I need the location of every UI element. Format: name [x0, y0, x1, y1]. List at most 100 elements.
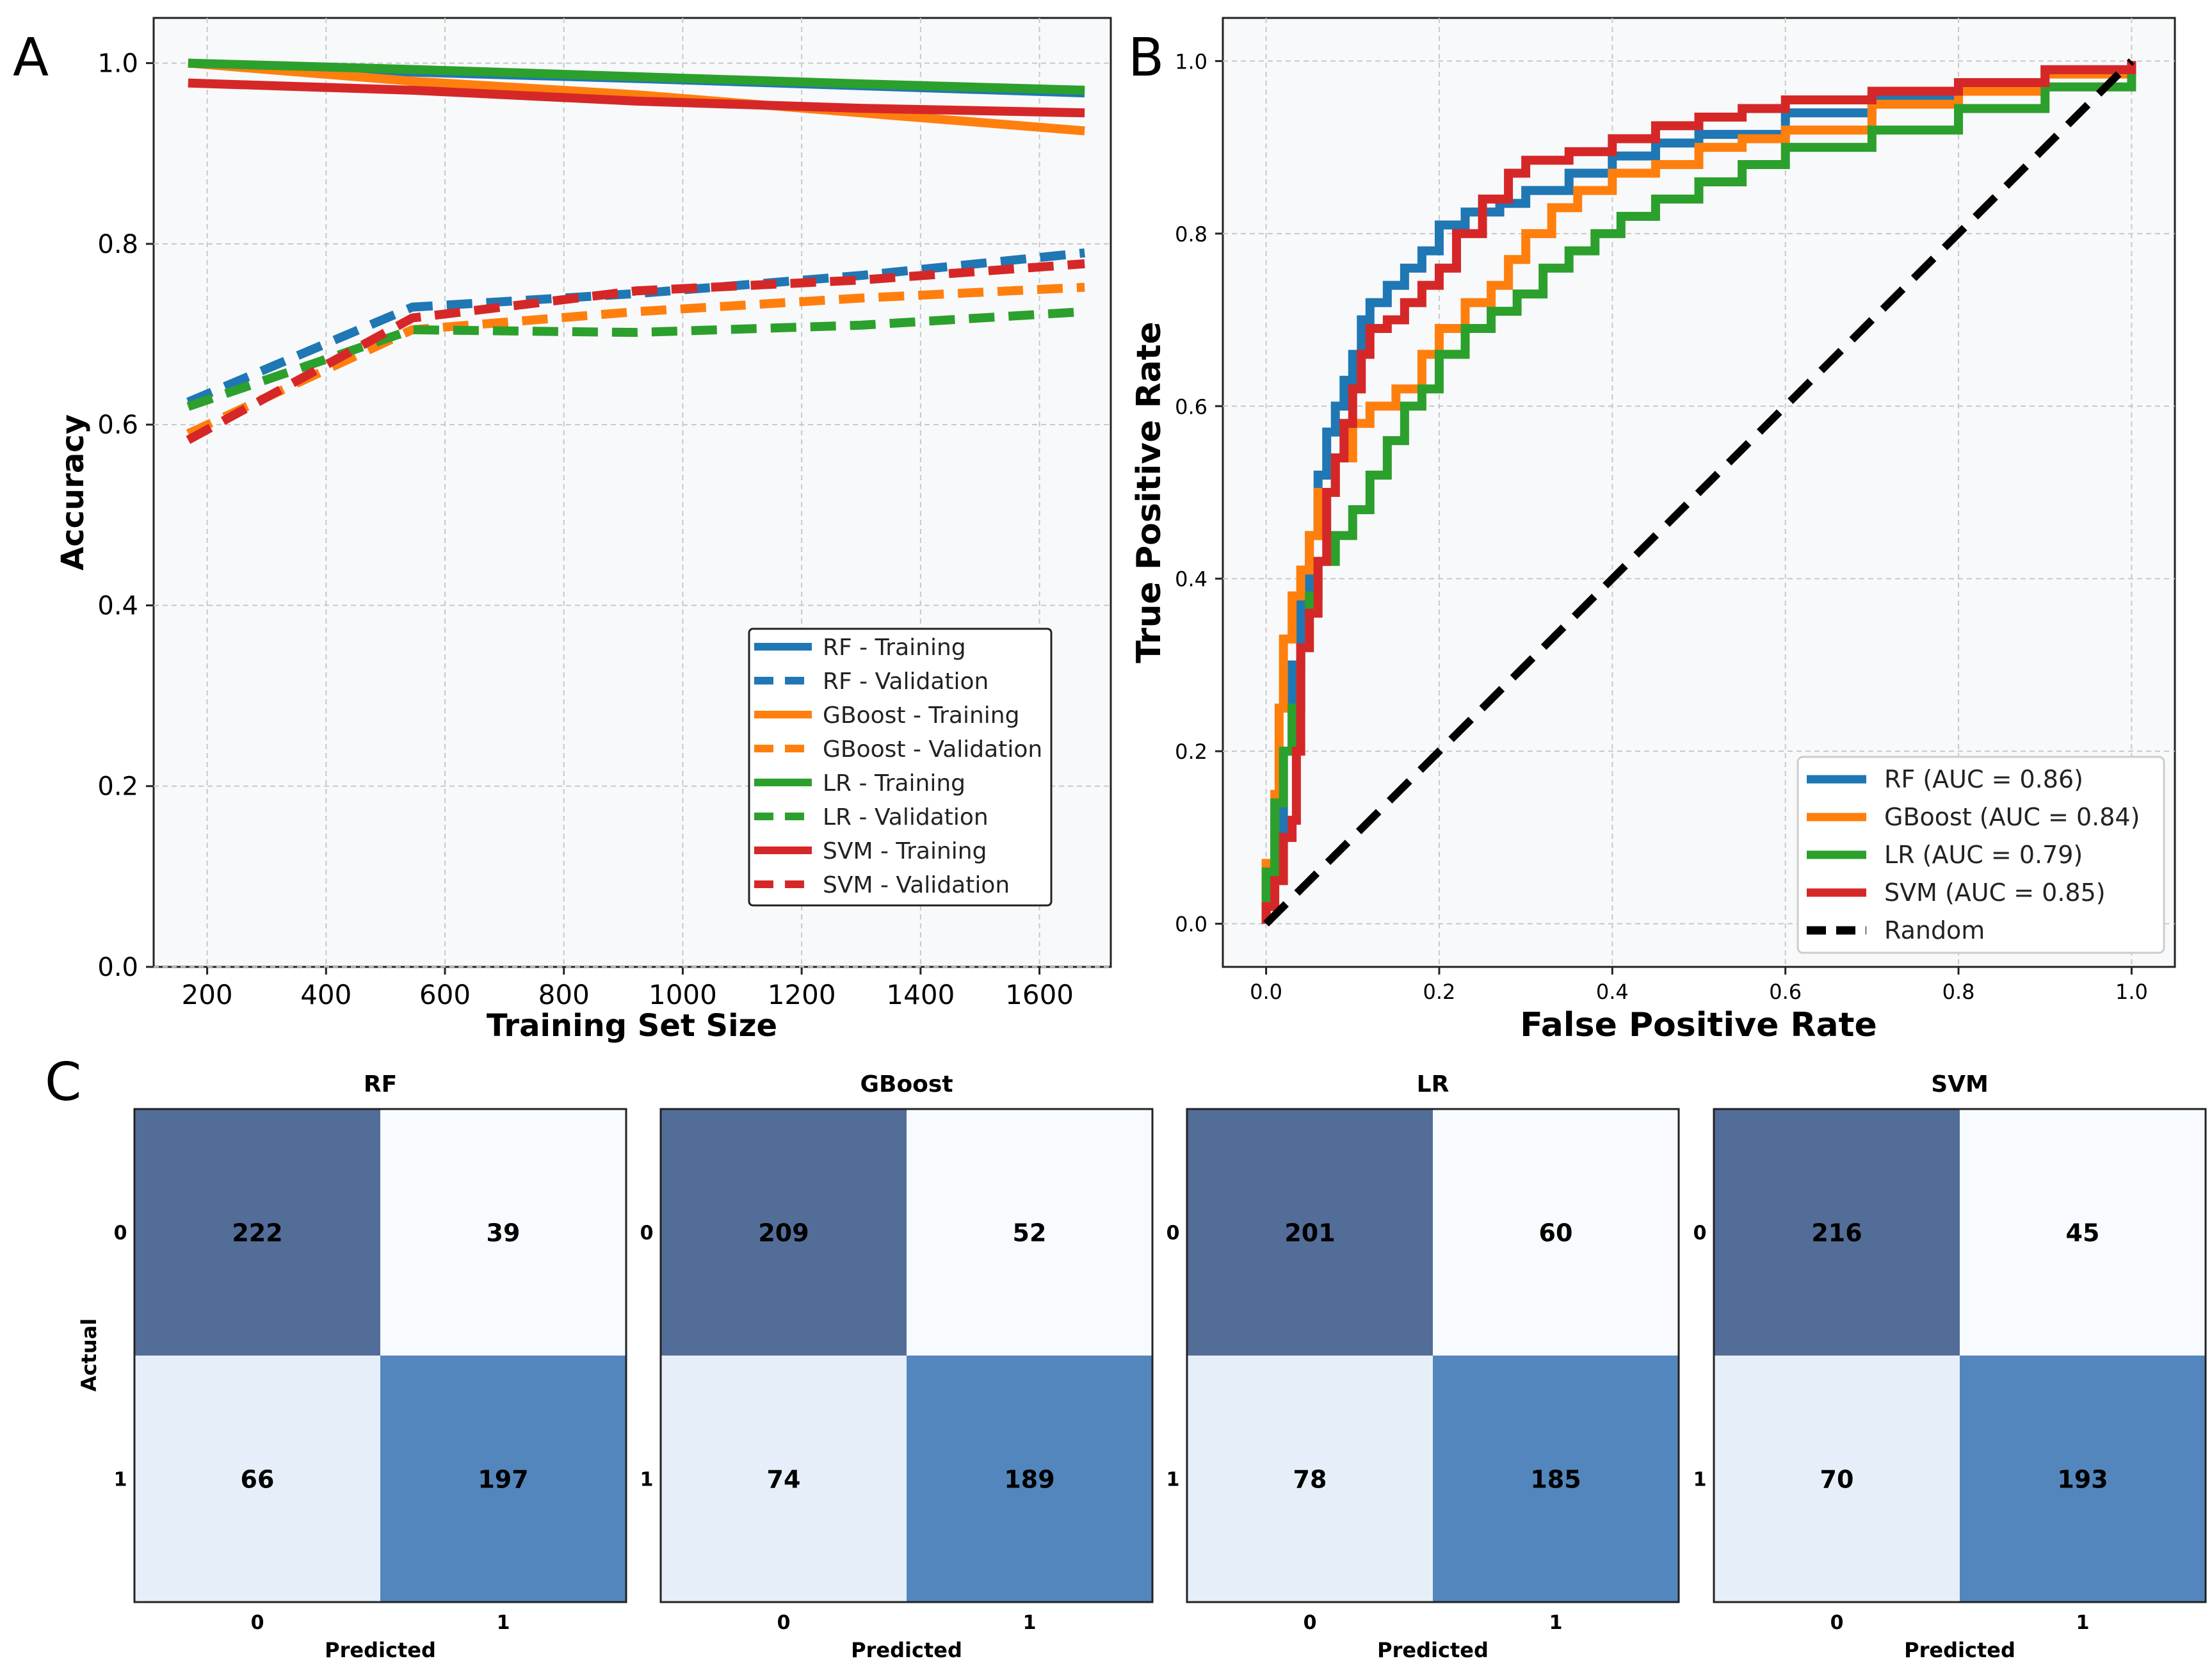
- matrix-title-gboost: GBoost: [860, 1071, 953, 1098]
- confusion-matrices: Actual RF 222 39 66 197 0 0 1 1 Predicted GBoost 20…: [77, 1071, 2207, 1662]
- x-tick-label: 0: [1304, 1612, 1317, 1634]
- panel-label-b: B: [1128, 28, 1164, 88]
- series-line-rf-validation: [186, 248, 1085, 407]
- y-tick-label: 0.8: [97, 230, 138, 259]
- matrix-cell-value: 66: [241, 1466, 275, 1494]
- x-tick-label: 1400: [886, 979, 955, 1010]
- y-tick-label: 1: [1693, 1469, 1707, 1491]
- roc-y-label: True Positive Rate: [1130, 321, 1168, 663]
- matrix-cell: [1187, 1356, 1433, 1602]
- matrix-cell-value: 60: [1539, 1219, 1573, 1247]
- matrix-cell: [1714, 1109, 1960, 1356]
- learning-curve-y-ticks: 0.0 0.2 0.4 0.6 0.8 1.0: [97, 49, 138, 982]
- series-line-lr-validation: [186, 307, 1085, 411]
- roc-x-ticks: 0.0 0.2 0.4 0.6 0.8 1.0: [1250, 980, 2148, 1004]
- legend-label-rf-training: RF - Training: [823, 635, 966, 661]
- x-tick-label: 1600: [1005, 979, 1074, 1010]
- matrix-cell: [134, 1109, 380, 1356]
- matrix-cell-value: 52: [1013, 1219, 1047, 1247]
- series-line-gboost-training: [188, 58, 1085, 136]
- roc-x-label: False Positive Rate: [1520, 1006, 1877, 1044]
- matrix-x-label: Predicted: [1904, 1638, 2015, 1662]
- x-tick-label: 1: [1549, 1612, 1563, 1634]
- matrix-cell-value: 189: [1004, 1466, 1054, 1494]
- series-line-gboost-validation: [186, 282, 1085, 438]
- matrix-cell-value: 78: [1293, 1466, 1327, 1494]
- roc-line-svm-auc-0-85: [1261, 61, 2136, 924]
- matrix-cell-value: 222: [232, 1219, 282, 1247]
- matrix-cell-value: 39: [487, 1219, 521, 1247]
- matrix-cell-value: 74: [767, 1466, 801, 1494]
- roc-legend-box: [1796, 756, 2165, 954]
- y-tick-label: 0: [114, 1222, 127, 1245]
- learning-curve-chart: 0.0 0.2 0.4 0.6 0.8 1.0 200 400 600 800 1000 1200 1…: [55, 17, 1112, 1044]
- x-tick-label: 800: [538, 979, 590, 1010]
- matrix-cell: [1714, 1356, 1960, 1602]
- y-tick-label: 0.0: [1175, 912, 1207, 937]
- matrix-cell: [380, 1109, 626, 1356]
- x-tick-label: 0.8: [1942, 980, 1975, 1004]
- legend-label-lr-training: LR - Training: [823, 770, 965, 797]
- legend-label-lr-validation: LR - Validation: [823, 804, 989, 830]
- y-tick-label: 0.2: [97, 772, 138, 802]
- x-tick-label: 1000: [649, 979, 717, 1010]
- x-tick-label: 0: [251, 1612, 264, 1634]
- x-tick-label: 0.4: [1596, 980, 1629, 1004]
- legend-label-rf-auc-0-86: RF (AUC = 0.86): [1884, 765, 2083, 793]
- y-tick-label: 1: [640, 1469, 654, 1491]
- matrix-frame: [1713, 1108, 2207, 1603]
- series-line-svm-training: [188, 78, 1085, 118]
- matrix-cell-value: 193: [2057, 1466, 2108, 1494]
- legend-label-lr-auc-0-79: LR (AUC = 0.79): [1884, 841, 2083, 869]
- matrix-cell: [661, 1356, 907, 1602]
- matrix-frame: [133, 1108, 627, 1603]
- roc-lines: [1261, 58, 2136, 927]
- matrix-x-label: Predicted: [851, 1638, 962, 1662]
- series-line-lr-training: [188, 58, 1085, 95]
- panel-label-a: A: [13, 28, 49, 88]
- matrix-frame: [1186, 1108, 1680, 1603]
- matrix-cell-value: 209: [758, 1219, 809, 1247]
- y-tick-label: 0.6: [1175, 394, 1207, 419]
- y-tick-label: 0: [640, 1222, 654, 1245]
- y-tick-label: 0.2: [1175, 740, 1207, 764]
- matrix-x-label: Predicted: [325, 1638, 436, 1662]
- matrix-cell: [1433, 1109, 1679, 1356]
- matrix-cell-value: 70: [1820, 1466, 1854, 1494]
- y-tick-label: 1: [1167, 1469, 1180, 1491]
- x-tick-label: 400: [300, 979, 351, 1010]
- legend-label-svm-validation: SVM - Validation: [823, 872, 1010, 898]
- x-tick-label: 1.0: [2115, 980, 2148, 1004]
- learning-curve-lines: [186, 58, 1085, 444]
- learning-curve-x-ticks: 200 400 600 800 1000 1200 1400 1600: [181, 979, 1074, 1010]
- matrix-cell: [661, 1109, 907, 1356]
- roc-legend: RF (AUC = 0.86) GBoost (AUC = 0.84) LR (AU…: [1796, 756, 2165, 954]
- learning-curve-y-label: Accuracy: [55, 414, 91, 571]
- roc-chart: 0.0 0.2 0.4 0.6 0.8 1.0 0.0 0.2 0.4 0.6 0.8 1.0 Fa…: [1130, 17, 2176, 1044]
- matrix-cell: [134, 1356, 380, 1602]
- matrix-cell: [1433, 1356, 1679, 1602]
- x-tick-label: 0: [777, 1612, 791, 1634]
- y-tick-label: 0: [1167, 1222, 1180, 1245]
- x-tick-label: 0.6: [1769, 980, 1802, 1004]
- matrix-title-lr: LR: [1417, 1071, 1449, 1098]
- y-tick-label: 1: [114, 1469, 127, 1491]
- matrix-cell: [1960, 1109, 2206, 1356]
- matrix-frame: [659, 1108, 1154, 1603]
- x-tick-label: 600: [419, 979, 471, 1010]
- x-tick-label: 1200: [768, 979, 836, 1010]
- legend-label-svm-training: SVM - Training: [823, 838, 987, 864]
- matrix-cell: [380, 1356, 626, 1602]
- y-tick-label: 0.0: [97, 953, 138, 982]
- matrix-cell-value: 216: [1811, 1219, 1862, 1247]
- x-tick-label: 1: [497, 1612, 510, 1634]
- confusion-y-label: Actual: [77, 1318, 101, 1391]
- panel-label-c: C: [45, 1052, 81, 1113]
- legend-label-gboost-auc-0-84: GBoost (AUC = 0.84): [1884, 803, 2140, 831]
- learning-curve-legend-box: [748, 628, 1053, 907]
- x-tick-label: 0.2: [1423, 980, 1456, 1004]
- legend-label-svm-auc-0-85: SVM (AUC = 0.85): [1884, 879, 2106, 907]
- y-tick-label: 0: [1693, 1222, 1707, 1245]
- roc-line-random: [1263, 58, 2135, 927]
- matrix-cell: [907, 1109, 1152, 1356]
